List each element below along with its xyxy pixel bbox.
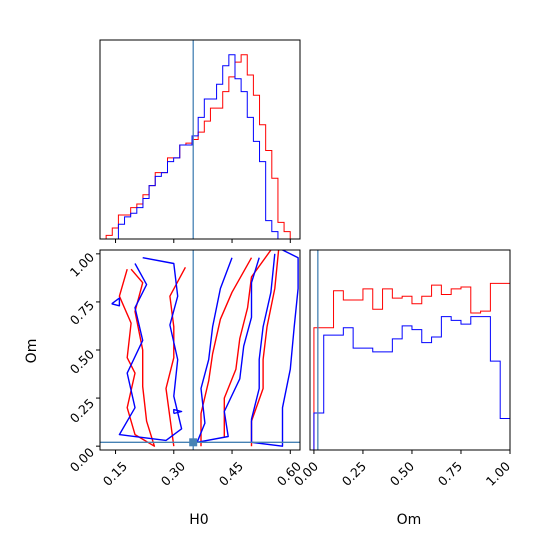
h0-tick-label: 0.45 (216, 459, 246, 489)
axes-frame (99, 39, 301, 240)
contour-h0-om-panel (96, 249, 301, 454)
om-y-tick-label: 0.75 (67, 298, 97, 328)
h0-tick-labels: 0.15 0.30 0.45 0.60 (100, 458, 304, 488)
plot-area (313, 250, 510, 450)
contour-line (111, 297, 121, 307)
y-axis-label-om: Om (24, 339, 40, 364)
om-y-tick-label: 1.00 (67, 249, 97, 279)
plot-area (100, 40, 297, 239)
axes-frame (309, 249, 511, 451)
axes-frame (99, 249, 301, 451)
histogram-series-1 (100, 54, 297, 239)
h0-tick-label: 0.30 (158, 458, 188, 488)
x-axis-label-om: Om (397, 512, 422, 528)
histogram-h0-panel (99, 39, 301, 243)
histogram-series-1 (313, 282, 510, 450)
om-left-tick-labels: 0.00 0.25 0.50 0.75 1.00 (67, 249, 97, 474)
contour-line (250, 250, 280, 447)
om-x-tick-label: 1.00 (483, 458, 513, 488)
contour-line (165, 266, 187, 447)
contour-line (196, 257, 260, 443)
contour-line (118, 257, 183, 442)
contour-line (173, 408, 183, 415)
contour-line (223, 250, 272, 437)
truth-marker (189, 438, 198, 447)
om-y-tick-label: 0.25 (67, 396, 97, 426)
histogram-series-2 (313, 316, 510, 450)
contour-line (118, 268, 156, 447)
contour-line (200, 257, 253, 447)
om-y-tick-label: 0.00 (67, 444, 97, 474)
om-x-tick-label: 0.25 (339, 459, 369, 489)
h0-tick-label: 0.15 (100, 459, 130, 489)
histogram-series-2 (100, 54, 297, 239)
histogram-om-panel (309, 249, 511, 454)
om-bottom-tick-labels: 0.00 0.25 0.50 0.75 1.00 (291, 458, 513, 488)
om-x-tick-label: 0.50 (387, 458, 417, 488)
contour-line (250, 250, 299, 447)
om-x-tick-label: 0.75 (435, 459, 465, 489)
om-y-tick-label: 0.50 (67, 346, 97, 376)
x-axis-label-h0: H0 (189, 512, 208, 528)
plot-area (100, 250, 300, 450)
